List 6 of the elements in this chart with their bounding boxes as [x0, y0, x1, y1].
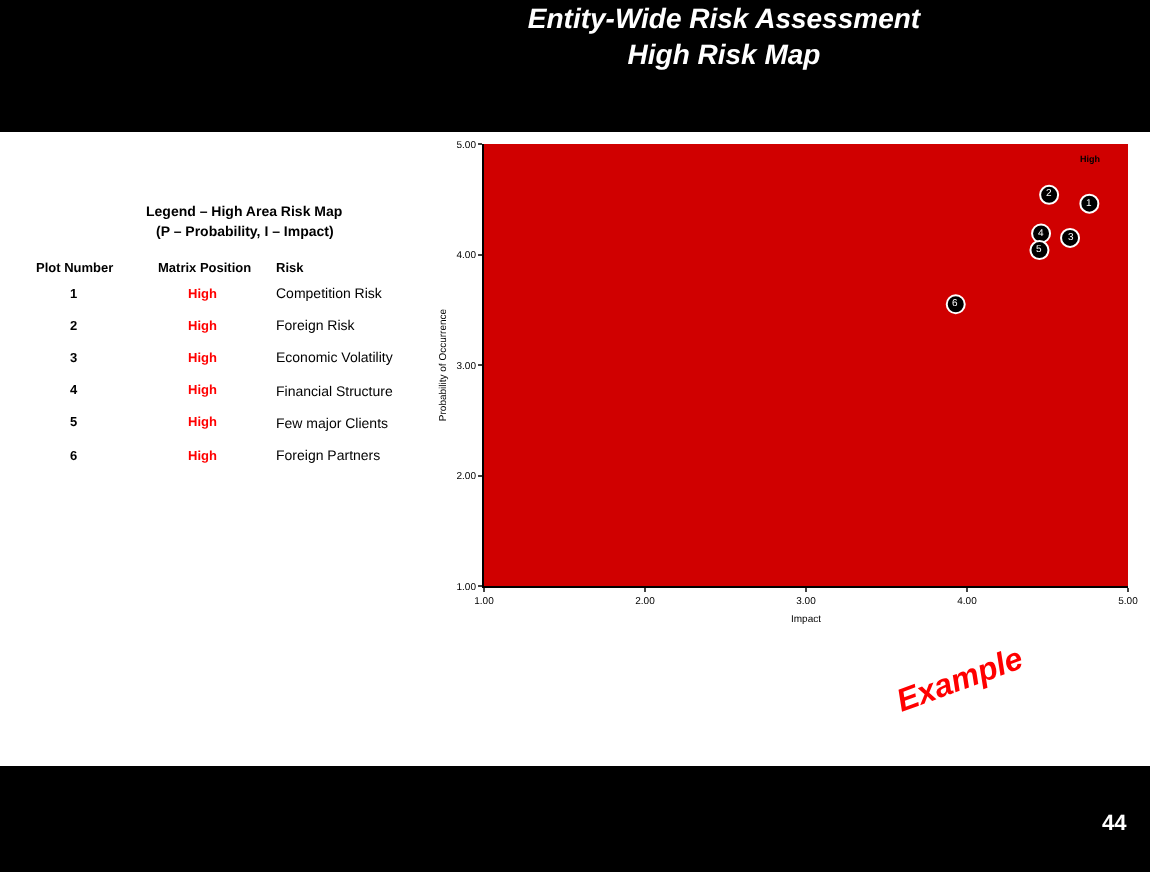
point [1060, 227, 1081, 248]
point [1079, 193, 1100, 214]
chart-title: Entity-Wide Risk Assessment High Risk Map [527, 2, 923, 71]
point [1039, 184, 1060, 205]
text: 44 [1102, 812, 1129, 836]
point [1029, 240, 1050, 261]
